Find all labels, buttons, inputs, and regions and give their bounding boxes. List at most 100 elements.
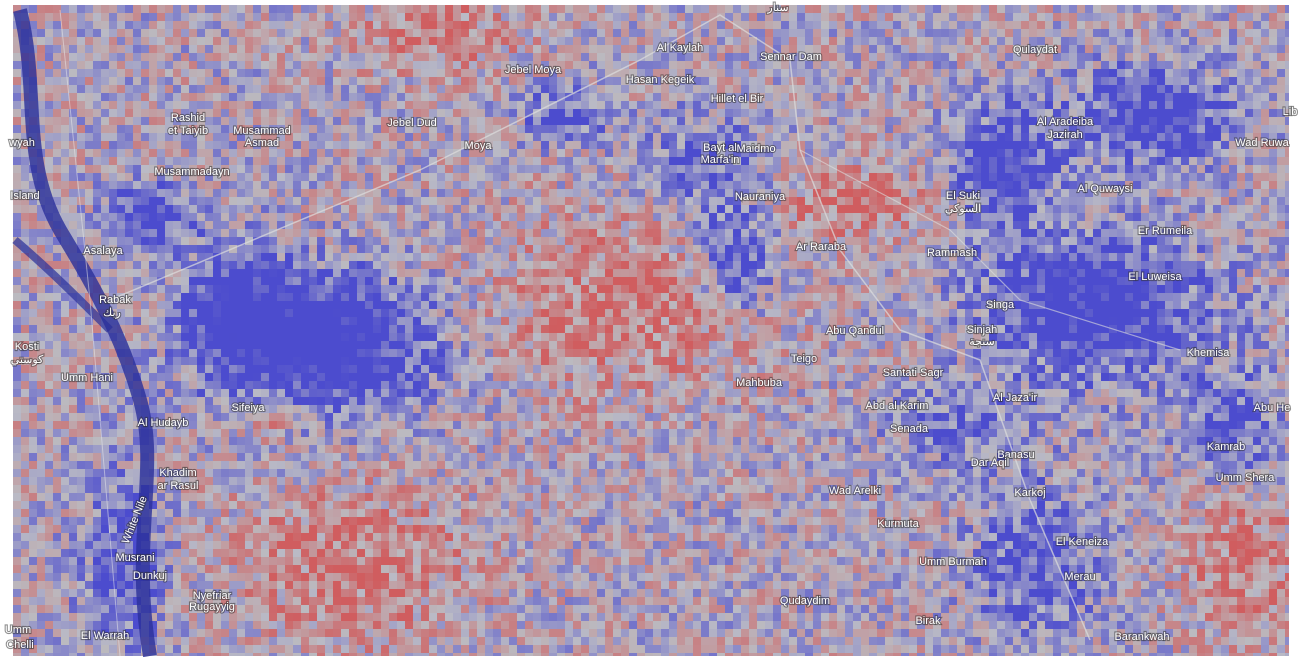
heat-cell [749, 53, 757, 61]
heat-cell [957, 181, 965, 189]
heat-cell [221, 117, 229, 125]
heat-cell [965, 45, 973, 53]
heat-cell [637, 85, 645, 93]
heat-cell [85, 253, 93, 261]
heat-cell [533, 77, 541, 85]
heat-cell [981, 13, 989, 21]
heat-cell [205, 173, 213, 181]
heat-cell [661, 237, 669, 245]
heat-cell [69, 37, 77, 45]
heat-cell [861, 237, 869, 245]
heat-cell [973, 117, 981, 125]
heat-cell [1149, 5, 1157, 13]
heat-cell [757, 77, 765, 85]
heat-cell [309, 37, 317, 45]
heat-cell [1045, 149, 1053, 157]
heat-cell [1061, 213, 1069, 221]
heat-cell [365, 165, 373, 173]
heat-cell [629, 117, 637, 125]
heat-cell [365, 181, 373, 189]
heat-cell [765, 5, 773, 13]
heat-cell [797, 245, 805, 253]
heat-cell [605, 141, 613, 149]
heat-cell [205, 61, 213, 69]
heat-cell [221, 77, 229, 85]
heat-cell [1061, 109, 1069, 117]
heat-cell [1037, 133, 1045, 141]
heat-cell [421, 61, 429, 69]
heat-cell [1157, 101, 1165, 109]
heat-cell [85, 85, 93, 93]
heat-cell [1253, 221, 1261, 229]
heat-cell [189, 197, 197, 205]
heat-cell [309, 189, 317, 197]
heat-cell [1077, 69, 1085, 77]
heat-cell [165, 229, 173, 237]
heat-cell [725, 101, 733, 109]
heat-cell [725, 221, 733, 229]
heat-cell [397, 205, 405, 213]
heat-cell [605, 237, 613, 245]
heat-cell [1173, 229, 1181, 237]
heat-cell [1061, 101, 1069, 109]
heat-cell [549, 37, 557, 45]
heat-cell [245, 205, 253, 213]
heat-cell [813, 45, 821, 53]
heat-cell [597, 213, 605, 221]
heat-cell [229, 85, 237, 93]
heat-cell [621, 77, 629, 85]
heat-cell [1261, 53, 1269, 61]
heat-cell [445, 69, 453, 77]
heat-cell [253, 101, 261, 109]
heat-cell [149, 221, 157, 229]
heat-cell [1029, 13, 1037, 21]
heat-cell [69, 5, 77, 13]
heat-cell [853, 45, 861, 53]
heat-cell [861, 69, 869, 77]
heat-cell [709, 173, 717, 181]
heat-cell [117, 37, 125, 45]
heat-cell [85, 181, 93, 189]
heat-cell [1181, 157, 1189, 165]
heat-cell [221, 101, 229, 109]
heat-cell [317, 197, 325, 205]
heat-cell [37, 29, 45, 37]
heat-cell [93, 141, 101, 149]
heat-cell [149, 21, 157, 29]
heat-cell [349, 21, 357, 29]
heat-cell [1269, 213, 1277, 221]
heat-cell [485, 45, 493, 53]
heat-cell [501, 205, 509, 213]
heat-cell [1045, 13, 1053, 21]
heat-cell [1157, 165, 1165, 173]
heat-cell [101, 101, 109, 109]
heat-cell [1029, 213, 1037, 221]
heat-cell [1205, 69, 1213, 77]
heat-cell [541, 173, 549, 181]
heat-cell [37, 93, 45, 101]
heat-cell [565, 93, 573, 101]
heat-cell [781, 141, 789, 149]
heat-cell [1085, 5, 1093, 13]
heat-cell [1141, 125, 1149, 133]
heat-cell [317, 109, 325, 117]
heat-cell [549, 141, 557, 149]
heat-cell [573, 197, 581, 205]
heat-cell [1197, 221, 1205, 229]
heat-cell [941, 133, 949, 141]
heat-cell [973, 93, 981, 101]
heat-cell [485, 21, 493, 29]
heat-cell [517, 61, 525, 69]
heat-cell [997, 205, 1005, 213]
heat-cell [1253, 45, 1261, 53]
heat-cell [1277, 149, 1285, 157]
heat-cell [181, 21, 189, 29]
heat-cell [1101, 69, 1109, 77]
heat-cell [269, 229, 277, 237]
heat-cell [173, 165, 181, 173]
heat-cell [1101, 21, 1109, 29]
heat-cell [965, 29, 973, 37]
heat-cell [437, 109, 445, 117]
heat-cell [1029, 141, 1037, 149]
heat-cell [1277, 205, 1285, 213]
